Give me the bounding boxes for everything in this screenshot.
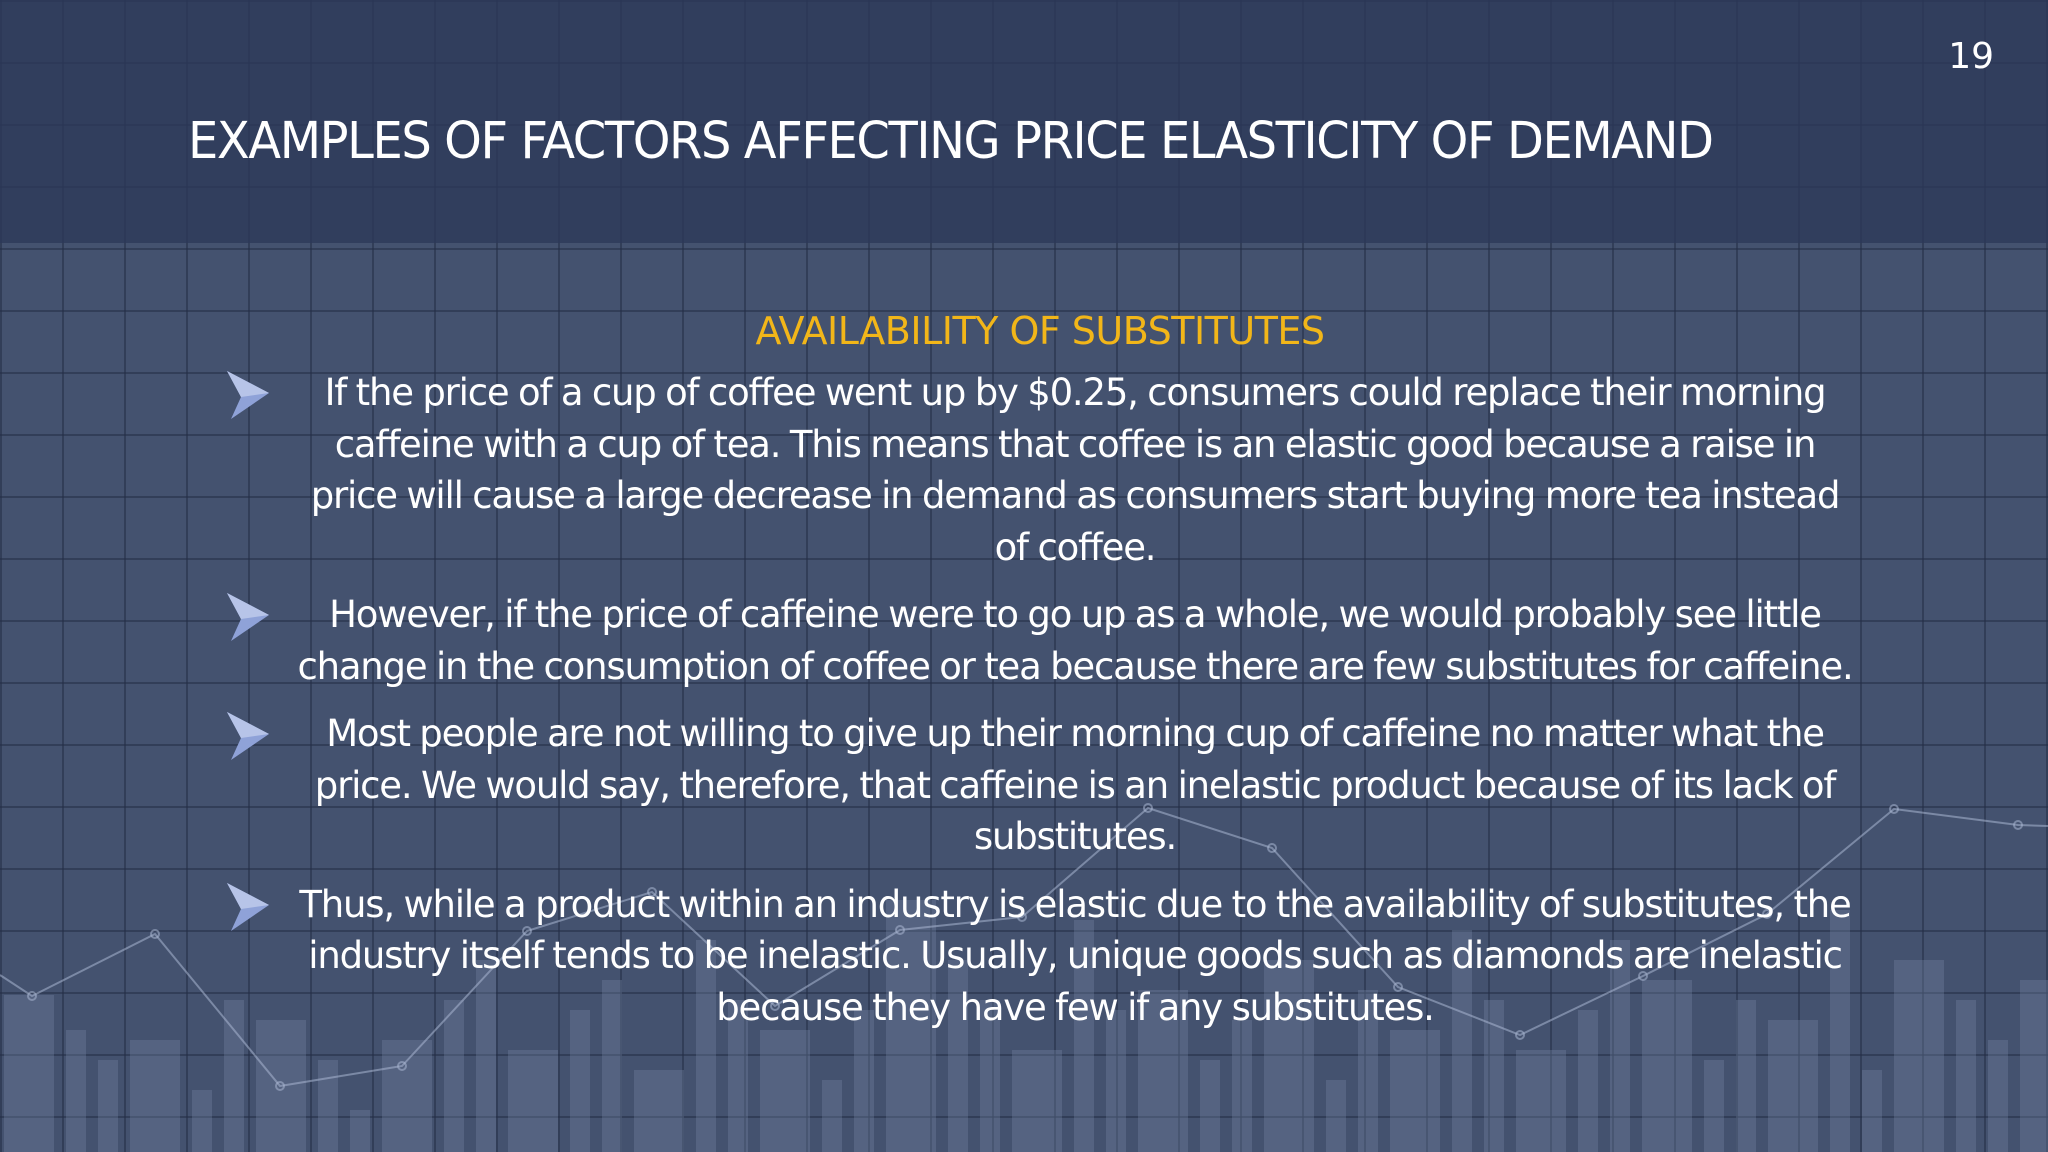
decorative-bar <box>444 1000 464 1152</box>
decorative-bar <box>1830 910 1850 1152</box>
decorative-bar <box>130 1040 180 1152</box>
bullet-item: Thus, while a product within an industry… <box>220 879 1860 1034</box>
decorative-bar <box>886 900 936 1152</box>
decorative-bar <box>1988 1040 2008 1152</box>
bullet-text: Thus, while a product within an industry… <box>299 882 1851 1029</box>
decorative-bar <box>1956 1000 1976 1152</box>
decorative-bar <box>1012 1050 1062 1152</box>
decorative-bar <box>1452 930 1472 1152</box>
slide-number: 19 <box>1948 36 1994 77</box>
decorative-bar <box>854 1010 874 1152</box>
decorative-bar <box>1074 920 1094 1152</box>
decorative-bar <box>1358 990 1378 1152</box>
bullet-item: Most people are not willing to give up t… <box>220 708 1860 863</box>
decorative-bar <box>1642 980 1692 1152</box>
decorative-line-point <box>1017 912 1027 922</box>
decorative-bar <box>1106 1010 1126 1152</box>
decorative-bars <box>4 900 2048 1152</box>
decorative-bar <box>508 1050 558 1152</box>
decorative-line-point <box>770 1001 780 1011</box>
bullet-item: However, if the price of caffeine were t… <box>220 589 1860 692</box>
arrowhead-bullet-icon <box>227 712 269 760</box>
decorative-bar <box>1484 1000 1504 1152</box>
decorative-bar <box>1894 960 1944 1152</box>
decorative-bar <box>1516 1050 1566 1152</box>
decorative-bar <box>822 1080 842 1152</box>
decorative-bar <box>602 980 622 1152</box>
decorative-line-point <box>1393 982 1403 992</box>
decorative-bar <box>192 1090 212 1152</box>
decorative-bar <box>980 1000 1000 1152</box>
decorative-line-point <box>2013 820 2023 830</box>
decorative-line-path <box>0 806 2048 1088</box>
bullet-text: However, if the price of caffeine were t… <box>297 593 1853 688</box>
decorative-bar <box>382 1040 432 1152</box>
decorative-bar <box>1862 1070 1882 1152</box>
arrowhead-bullet-icon <box>227 371 269 419</box>
decorative-bar <box>1390 1030 1440 1152</box>
decorative-bar <box>1704 1060 1724 1152</box>
arrowhead-bullet-icon <box>227 593 269 641</box>
content-area: AVAILABILITY OF SUBSTITUTES If the price… <box>220 305 1860 1049</box>
decorative-line-point <box>150 929 160 939</box>
decorative-bar <box>4 995 54 1152</box>
decorative-bar <box>350 1110 370 1152</box>
decorative-bar <box>1326 1080 1346 1152</box>
decorative-bar <box>948 960 968 1152</box>
decorative-line-point <box>1515 1030 1525 1040</box>
decorative-line-point <box>275 1081 285 1091</box>
decorative-bar <box>1610 940 1630 1152</box>
decorative-bar <box>1768 1020 1818 1152</box>
header-band <box>0 0 2048 243</box>
decorative-bar <box>1264 960 1314 1152</box>
arrowhead-bullet-icon <box>227 882 269 931</box>
decorative-line-point <box>522 926 532 936</box>
decorative-bar <box>1138 990 1188 1152</box>
decorative-bar <box>2020 980 2048 1152</box>
decorative-line-point <box>1762 909 1772 919</box>
decorative-bar <box>634 1070 684 1152</box>
decorative-bar <box>1232 1020 1252 1152</box>
decorative-line-point <box>27 991 37 1001</box>
decorative-bar <box>760 1030 810 1152</box>
bullet-text: Most people are not willing to give up t… <box>314 712 1837 858</box>
slide-title: EXAMPLES OF FACTORS AFFECTING PRICE ELAS… <box>188 112 1714 171</box>
decorative-line-point <box>397 1061 407 1071</box>
decorative-line-point <box>1638 971 1648 981</box>
decorative-bar <box>66 1030 86 1152</box>
decorative-bar <box>98 1060 118 1152</box>
decorative-bar <box>570 1010 590 1152</box>
decorative-line-point <box>1143 803 1153 813</box>
decorative-line-point <box>895 925 905 935</box>
decorative-bar <box>1200 1060 1220 1152</box>
decorative-bar <box>728 1000 748 1152</box>
decorative-bar <box>696 940 716 1152</box>
decorative-bar <box>224 1000 244 1152</box>
decorative-bar <box>476 960 496 1152</box>
decorative-bar <box>1578 1010 1598 1152</box>
bullet-item: If the price of a cup of coffee went up … <box>220 367 1860 573</box>
decorative-line <box>0 803 2048 1091</box>
decorative-line-point <box>647 887 657 897</box>
decorative-line-point <box>1267 843 1277 853</box>
subheading: AVAILABILITY OF SUBSTITUTES <box>755 309 1325 353</box>
bullet-text: If the price of a cup of coffee went up … <box>310 371 1841 569</box>
decorative-bar <box>318 1060 338 1152</box>
decorative-line-point <box>1889 804 1899 814</box>
decorative-bar <box>1736 1000 1756 1152</box>
